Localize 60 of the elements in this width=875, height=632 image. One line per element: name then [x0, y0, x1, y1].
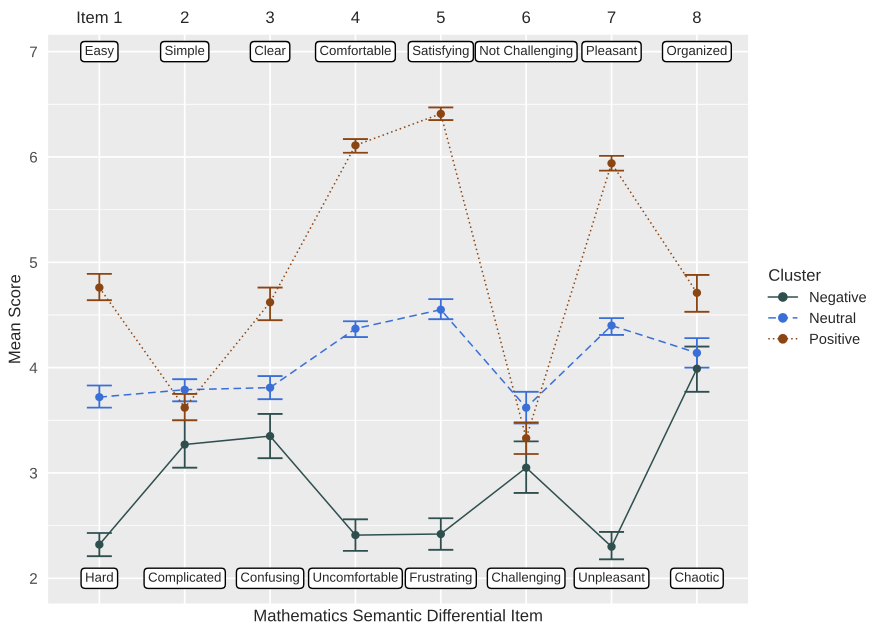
- point: [351, 530, 360, 540]
- point: [692, 364, 702, 373]
- point: [436, 306, 445, 314]
- point: [266, 298, 274, 306]
- point: [522, 464, 530, 472]
- annotation: Pleasant: [586, 45, 638, 56]
- annotation: Confusing: [241, 572, 299, 584]
- annotation: Organized: [667, 45, 726, 58]
- point: [95, 540, 104, 549]
- y-tick-label: 3: [30, 468, 38, 479]
- point: [266, 432, 274, 440]
- annotation: Chaotic: [675, 572, 719, 582]
- point: [607, 159, 616, 168]
- x-tick-label: Item 1: [78, 12, 122, 24]
- point: [436, 110, 445, 118]
- point: [351, 324, 360, 333]
- point: [607, 321, 616, 330]
- point: [351, 141, 360, 150]
- x-tick-label: 4: [351, 12, 360, 23]
- point: [692, 288, 702, 297]
- annotation: Complicated: [148, 572, 221, 584]
- x-tick-label: 8: [692, 11, 701, 24]
- annotation: Simple: [165, 45, 204, 58]
- annotation: Comfortable: [320, 45, 391, 56]
- x-tick-label: 5: [436, 12, 445, 24]
- point: [607, 542, 616, 551]
- legend-title: Cluster: [769, 268, 821, 281]
- annotation: Satisfying: [412, 45, 469, 58]
- annotation: Challenging: [492, 572, 560, 584]
- annotation: Easy: [86, 46, 114, 58]
- legend-label: Negative: [810, 292, 866, 306]
- point: [180, 440, 189, 449]
- annotation: Uncomfortable: [314, 572, 398, 582]
- y-axis-title: Mean Score: [8, 274, 20, 363]
- point: [692, 348, 702, 358]
- y-tick-label: 5: [30, 257, 38, 268]
- x-tick-label: 3: [266, 11, 274, 24]
- x-axis-title: Mathematics Semantic Differential Item: [254, 609, 542, 622]
- annotation: Unpleasant: [579, 572, 645, 584]
- point: [522, 434, 530, 442]
- point: [436, 530, 445, 538]
- point: [95, 392, 104, 402]
- legend-label: Positive: [810, 333, 860, 344]
- x-tick-label: 2: [180, 11, 189, 23]
- annotation: Hard: [86, 572, 113, 582]
- point: [180, 386, 189, 394]
- y-tick-label: 2: [30, 573, 37, 584]
- point: [95, 283, 104, 292]
- y-tick-label: 6: [30, 152, 38, 163]
- point: [180, 403, 189, 412]
- annotation: Frustrating: [410, 572, 472, 584]
- legend-label: Neutral: [810, 312, 856, 324]
- x-tick-label: 6: [522, 11, 530, 24]
- y-tick-label: 7: [30, 46, 37, 58]
- x-tick-label: 7: [608, 12, 616, 23]
- point: [522, 403, 530, 412]
- annotation: Clear: [254, 45, 286, 56]
- y-tick-label: 4: [30, 362, 38, 374]
- point: [266, 383, 274, 392]
- annotation: Not Challenging: [480, 45, 572, 58]
